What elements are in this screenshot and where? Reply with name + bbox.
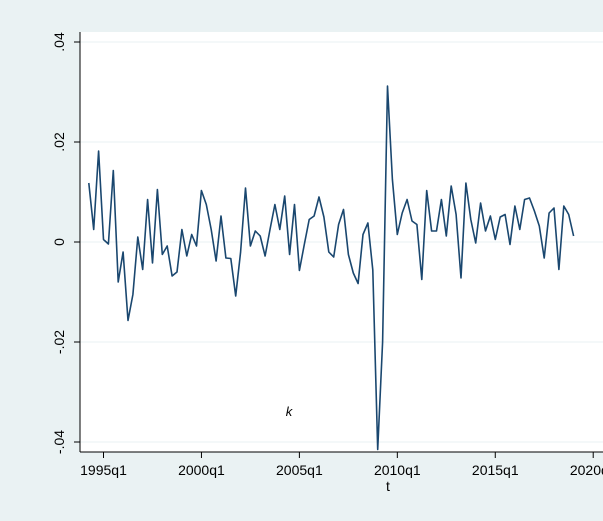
x-axis-title: t [386, 478, 390, 494]
series-line [88, 85, 575, 451]
x-tick-label: 2000q1 [178, 462, 225, 478]
series-group [88, 85, 575, 451]
x-tick-label: 2010q1 [374, 462, 421, 478]
x-tick-label: 2005q1 [276, 462, 323, 478]
axes: .04 .02 0 -.02 -.04 1995q1 2000q1 2005q1 2010q1 2… [51, 32, 603, 478]
y-tick-label: 0 [51, 238, 67, 246]
y-tick-label: .02 [51, 132, 67, 152]
y-tick-label: -.02 [51, 330, 67, 354]
chart-annotation: k [286, 404, 294, 419]
x-tick-label: 1995q1 [80, 462, 127, 478]
gridlines [80, 41, 603, 443]
x-tick-label: 2020q1 [570, 462, 603, 478]
y-tick-label: .04 [51, 32, 67, 52]
y-tick-label: -.04 [51, 430, 67, 454]
x-tick-label: 2015q1 [472, 462, 519, 478]
